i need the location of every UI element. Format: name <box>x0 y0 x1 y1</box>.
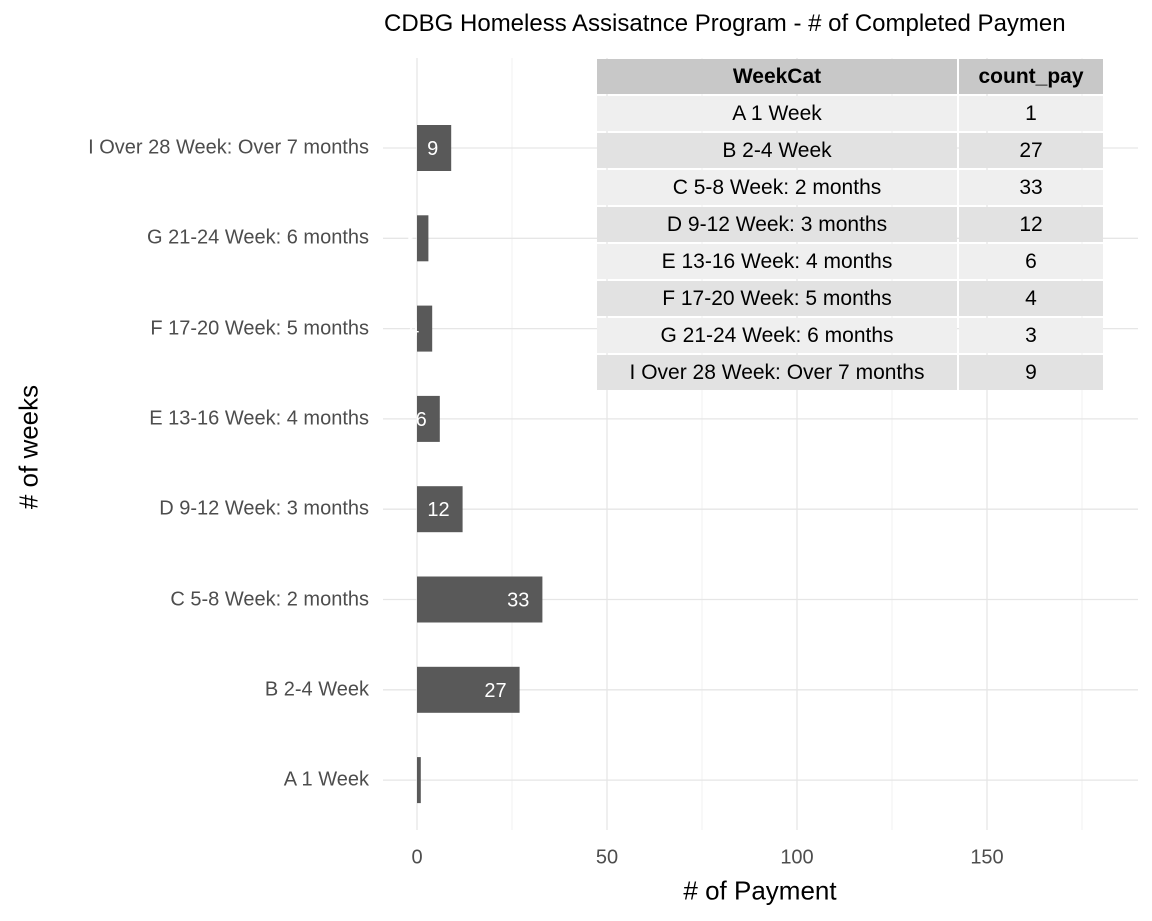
x-tick-label: 100 <box>780 846 814 869</box>
summary-table: WeekCat count_pay A 1 Week 1 B 2-4 Week 27… <box>595 57 1105 392</box>
table-cell-count: 9 <box>959 355 1103 390</box>
table-cell-weekcat: D 9-12 Week: 3 months <box>597 207 957 242</box>
bars <box>417 125 543 804</box>
table-row: F 17-20 Week: 5 months 4 <box>597 281 1103 316</box>
table-header-count-pay: count_pay <box>959 59 1103 94</box>
y-tick-label: D 9-12 Week: 3 months <box>159 497 369 520</box>
table-row: C 5-8 Week: 2 months 33 <box>597 170 1103 205</box>
table-cell-count: 12 <box>959 207 1103 242</box>
x-tick-label: 50 <box>595 846 619 869</box>
x-axis-label: # of Payment <box>683 875 837 906</box>
table-cell-count: 6 <box>959 244 1103 279</box>
bar-value-label: 4 <box>408 319 419 341</box>
bar <box>417 576 543 623</box>
table-row: D 9-12 Week: 3 months 12 <box>597 207 1103 242</box>
bar-value-label: 12 <box>427 499 449 521</box>
x-tick-label: 150 <box>970 846 1004 869</box>
table-cell-count: 33 <box>959 170 1103 205</box>
y-tick-label: F 17-20 Week: 5 months <box>150 317 369 340</box>
table-cell-count: 3 <box>959 318 1103 353</box>
table-cell-count: 4 <box>959 281 1103 316</box>
bar-value-label: 27 <box>484 680 506 702</box>
table-header-weekcat: WeekCat <box>597 59 957 94</box>
table-row: A 1 Week 1 <box>597 96 1103 131</box>
bar-value-label: 3 <box>404 228 415 250</box>
bar <box>417 395 440 442</box>
y-tick-label: C 5-8 Week: 2 months <box>170 588 369 610</box>
x-tick-label: 0 <box>411 846 423 869</box>
table-cell-weekcat: G 21-24 Week: 6 months <box>597 318 957 353</box>
bar <box>417 486 463 533</box>
table-row: I Over 28 Week: Over 7 months 9 <box>597 355 1103 390</box>
y-tick-label: G 21-24 Week: 6 months <box>147 226 369 249</box>
y-tick-label: B 2-4 Week <box>264 678 369 701</box>
y-axis-label: # of weeks <box>13 384 44 510</box>
bar <box>417 125 452 171</box>
bar-labels: 27 33 12 6 4 3 9 <box>404 138 529 702</box>
table-cell-weekcat: I Over 28 Week: Over 7 months <box>597 355 957 390</box>
bar-value-label: 33 <box>507 590 529 612</box>
table-cell-count: 27 <box>959 133 1103 168</box>
bar-value-label: 9 <box>427 138 438 160</box>
table-row: G 21-24 Week: 6 months 3 <box>597 318 1103 353</box>
bar <box>417 666 520 713</box>
table-cell-weekcat: A 1 Week <box>597 96 957 131</box>
bar <box>417 757 421 804</box>
table-cell-weekcat: E 13-16 Week: 4 months <box>597 244 957 279</box>
table-row: B 2-4 Week 27 <box>597 133 1103 168</box>
table-row: E 13-16 Week: 4 months 6 <box>597 244 1103 279</box>
bar <box>417 305 433 352</box>
bar-value-label: 6 <box>416 409 427 431</box>
table-cell-weekcat: F 17-20 Week: 5 months <box>597 281 957 316</box>
y-tick-label: I Over 28 Week: Over 7 months <box>88 136 369 159</box>
table-header-row: WeekCat count_pay <box>597 59 1103 94</box>
table-cell-count: 1 <box>959 96 1103 131</box>
bar <box>417 215 429 262</box>
chart-title: CDBG Homeless Assisatnce Program - # of … <box>384 10 1066 37</box>
table-cell-weekcat: B 2-4 Week <box>597 133 957 168</box>
y-tick-label: A 1 Week <box>283 768 369 791</box>
table-cell-weekcat: C 5-8 Week: 2 months <box>597 170 957 205</box>
y-tick-label: E 13-16 Week: 4 months <box>149 407 369 430</box>
